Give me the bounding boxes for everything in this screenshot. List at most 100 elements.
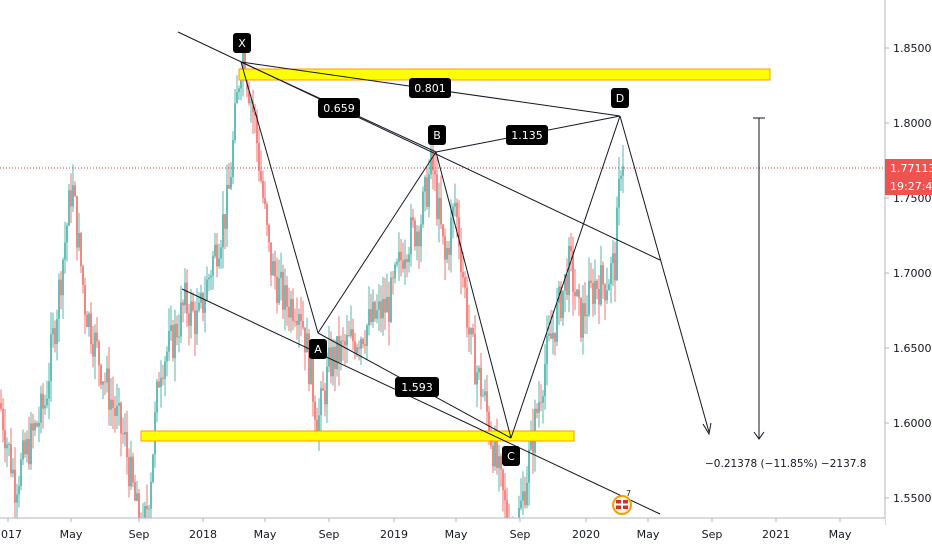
candle-body — [402, 260, 404, 269]
leg-ab[interactable] — [317, 151, 437, 334]
candle-body — [280, 271, 282, 279]
lower-trendline[interactable] — [181, 288, 661, 515]
price-tick-label: 1.65000 — [893, 342, 932, 355]
candle — [470, 327, 472, 355]
candle — [80, 231, 82, 274]
candle — [188, 303, 190, 346]
candle — [526, 466, 528, 509]
candle-body — [102, 381, 104, 385]
candle-body — [618, 178, 620, 208]
candle — [30, 412, 32, 470]
candle-body — [550, 333, 552, 339]
candle-body — [64, 242, 66, 260]
candle-body — [488, 411, 490, 437]
candle — [418, 226, 420, 269]
countdown-badge[interactable]: 19:27:40 — [885, 177, 932, 195]
candle — [422, 186, 424, 228]
candle — [504, 473, 506, 523]
candle — [286, 275, 288, 326]
candle — [598, 274, 600, 325]
time-tick-label: May — [60, 528, 83, 541]
candle-body — [202, 293, 204, 313]
candle-body — [448, 247, 450, 255]
point-b-label-bg — [428, 125, 446, 145]
candle — [562, 290, 564, 327]
price-axis-panel[interactable] — [885, 0, 932, 550]
candle-body — [90, 313, 92, 345]
time-axis-panel[interactable] — [0, 518, 885, 550]
candle — [252, 89, 254, 134]
candle — [614, 241, 616, 302]
candle-body — [430, 149, 432, 175]
candle — [570, 233, 572, 272]
candle — [578, 283, 580, 316]
candle — [112, 376, 114, 430]
candle-body — [458, 217, 460, 247]
candle-body — [260, 171, 262, 181]
time-tick-label: May — [254, 528, 277, 541]
candle-body — [294, 320, 296, 322]
candle — [282, 264, 284, 319]
leg-bc[interactable] — [435, 151, 512, 439]
point-c-label[interactable]: C — [502, 446, 520, 466]
candle — [190, 288, 192, 339]
current-price-badge-bg — [885, 159, 932, 177]
candle-body — [372, 301, 374, 322]
candle-body — [114, 407, 116, 416]
support-zone[interactable] — [140, 430, 575, 442]
candle — [600, 245, 602, 307]
candle-body — [562, 290, 564, 318]
candle — [328, 325, 330, 373]
candle — [376, 294, 378, 324]
candle — [442, 223, 444, 245]
ratio-xd-label[interactable]: 0.801 — [409, 78, 451, 98]
ratio-ac-label[interactable]: 1.593 — [395, 377, 439, 397]
candle-body — [214, 244, 216, 257]
candle — [230, 162, 232, 190]
event-badge[interactable]: 7 — [612, 489, 632, 515]
candle — [394, 262, 396, 284]
candle-body — [4, 430, 6, 449]
candle-body — [554, 332, 556, 342]
point-a-label[interactable]: A — [309, 339, 327, 359]
candle-body — [256, 115, 258, 144]
candle — [258, 128, 260, 182]
candle — [486, 375, 488, 425]
candle-body — [496, 436, 498, 469]
candle-body — [248, 89, 250, 104]
ratio-xb-label[interactable]: 0.659 — [318, 98, 360, 118]
candle — [568, 237, 570, 313]
leg-cd[interactable] — [510, 115, 621, 439]
projection-line[interactable] — [619, 115, 710, 433]
point-x-label[interactable]: X — [233, 33, 251, 53]
candle-body — [274, 261, 276, 277]
candle — [44, 394, 46, 415]
current-price-badge[interactable]: 1.77113 — [885, 159, 932, 177]
candle — [284, 268, 286, 331]
leg-xa[interactable] — [240, 61, 319, 334]
candle-body — [54, 328, 56, 344]
point-d-label[interactable]: D — [611, 88, 629, 108]
candle-body — [342, 340, 344, 342]
point-b-label[interactable]: B — [428, 125, 446, 145]
candle — [120, 401, 122, 457]
candle-body — [92, 344, 94, 357]
candle — [450, 199, 452, 273]
candle-body — [150, 481, 152, 509]
candle — [608, 279, 610, 291]
candle — [378, 284, 380, 331]
candle — [160, 360, 162, 408]
candle-body — [606, 290, 608, 301]
candle — [314, 395, 316, 432]
ratio-bd-label[interactable]: 1.135 — [506, 125, 548, 145]
candle-body — [288, 306, 290, 318]
candle — [52, 312, 54, 348]
candle-body — [596, 280, 598, 289]
resistance-zone[interactable] — [238, 68, 771, 81]
candle-body — [426, 177, 428, 207]
candle — [384, 277, 386, 330]
candle — [194, 301, 196, 357]
candle — [124, 413, 126, 447]
